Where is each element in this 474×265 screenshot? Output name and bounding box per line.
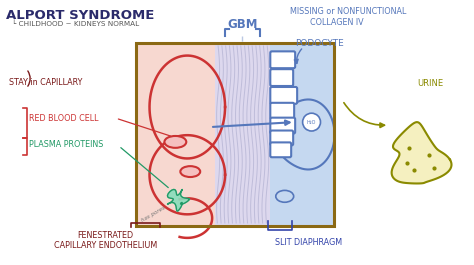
FancyBboxPatch shape	[270, 69, 293, 86]
Polygon shape	[392, 122, 452, 183]
Text: RED BLOOD CELL: RED BLOOD CELL	[29, 114, 99, 123]
Polygon shape	[167, 189, 189, 211]
Circle shape	[302, 113, 320, 131]
Bar	[215, 43, 270, 226]
Text: PODOCYTE: PODOCYTE	[295, 39, 343, 48]
Text: GBM: GBM	[227, 18, 258, 31]
Ellipse shape	[164, 136, 186, 148]
Bar	[136, 43, 335, 226]
FancyBboxPatch shape	[270, 142, 291, 157]
Text: ALPORT SYNDROME: ALPORT SYNDROME	[6, 9, 155, 22]
Text: SLIT DIAPHRAGM: SLIT DIAPHRAGM	[275, 238, 342, 247]
Ellipse shape	[276, 190, 294, 202]
Polygon shape	[274, 99, 335, 170]
Text: MISSING or NONFUNCTIONAL
        COLLAGEN IV: MISSING or NONFUNCTIONAL COLLAGEN IV	[290, 7, 406, 27]
Bar	[136, 43, 215, 226]
Text: FENESTRATED
CAPILLARY ENDOTHELIUM: FENESTRATED CAPILLARY ENDOTHELIUM	[54, 231, 157, 250]
Text: H₂O: H₂O	[307, 120, 316, 125]
Text: └ CHILDHOOD ~ KIDNEYS NORMAL: └ CHILDHOOD ~ KIDNEYS NORMAL	[12, 20, 139, 27]
Bar	[270, 43, 335, 226]
FancyBboxPatch shape	[270, 131, 293, 145]
FancyBboxPatch shape	[270, 87, 297, 104]
Text: PLASMA PROTEINS: PLASMA PROTEINS	[29, 140, 104, 149]
FancyBboxPatch shape	[270, 103, 294, 119]
Ellipse shape	[180, 166, 200, 177]
Text: URINE: URINE	[417, 78, 443, 87]
Text: STAY in CAPILLARY: STAY in CAPILLARY	[9, 78, 83, 87]
Text: has pores: has pores	[141, 205, 166, 223]
FancyBboxPatch shape	[270, 118, 295, 134]
FancyBboxPatch shape	[270, 51, 295, 68]
